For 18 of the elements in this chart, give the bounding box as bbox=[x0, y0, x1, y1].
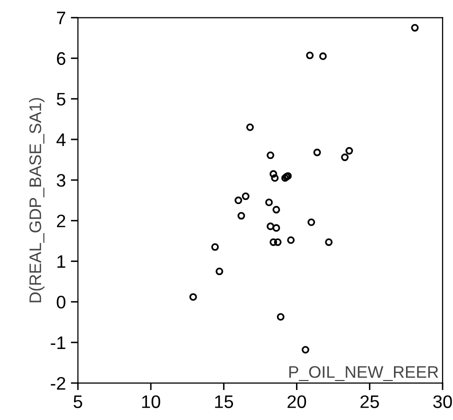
y-tick-label: 5 bbox=[56, 92, 66, 106]
y-tick-label: 2 bbox=[56, 214, 66, 228]
y-tick-label: 3 bbox=[56, 174, 66, 187]
y-tick-label: -1 bbox=[50, 336, 66, 349]
x-tick-label: 20 bbox=[288, 395, 306, 408]
x-tick-label: 5 bbox=[74, 396, 82, 408]
y-tick-label: 4 bbox=[56, 134, 66, 146]
y-tick-label: 1 bbox=[57, 255, 66, 268]
x-axis-title: P_OIL_NEW_REER bbox=[289, 366, 438, 382]
y-tick-label: 6 bbox=[56, 52, 66, 65]
y-tick-label: -2 bbox=[50, 376, 66, 390]
x-tick-label: 15 bbox=[215, 396, 234, 408]
y-axis-title: D(REAL_GDP_BASE_SA1) bbox=[28, 98, 44, 302]
y-tick-label: 0 bbox=[56, 296, 66, 309]
x-tick-label: 25 bbox=[360, 395, 379, 408]
y-tick-label: 7 bbox=[56, 12, 66, 24]
x-tick-label: 30 bbox=[433, 395, 452, 408]
x-tick-label: 10 bbox=[142, 395, 160, 408]
